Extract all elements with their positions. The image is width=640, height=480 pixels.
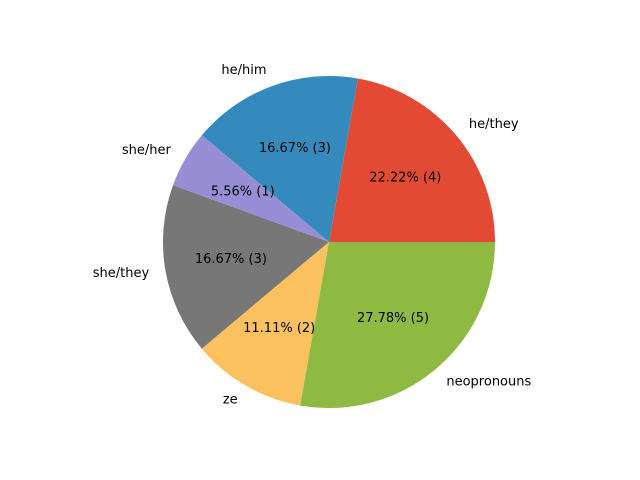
slice-percent-ze: 11.11% (2)	[243, 321, 315, 336]
slice-percent-she-they: 16.67% (3)	[195, 252, 267, 267]
slice-percent-she-her: 5.56% (1)	[211, 185, 275, 200]
pie-slice-he-they	[329, 78, 495, 242]
pie-slice-she-they	[163, 185, 329, 349]
slice-label-ze: ze	[223, 393, 238, 408]
slice-percent-neopronouns: 27.78% (5)	[357, 311, 429, 326]
slice-label-he-they: he/they	[469, 117, 519, 132]
pie-slices	[163, 76, 495, 408]
slice-label-she-her: she/her	[122, 143, 172, 158]
pie-labels: he/they 22.22% (4) he/him 16.67% (3) she/her…	[93, 63, 532, 408]
pie-slice-ze	[201, 242, 329, 406]
pie-slice-he-him	[201, 76, 358, 242]
slice-percent-he-they: 22.22% (4)	[369, 170, 441, 185]
pie-slice-neopronouns	[300, 242, 495, 408]
slice-percent-he-him: 16.67% (3)	[259, 141, 331, 156]
slice-label-she-they: she/they	[93, 266, 150, 281]
slice-label-he-him: he/him	[221, 63, 266, 78]
slice-label-neopronouns: neopronouns	[446, 374, 531, 389]
pie-slice-she-her	[173, 135, 329, 242]
